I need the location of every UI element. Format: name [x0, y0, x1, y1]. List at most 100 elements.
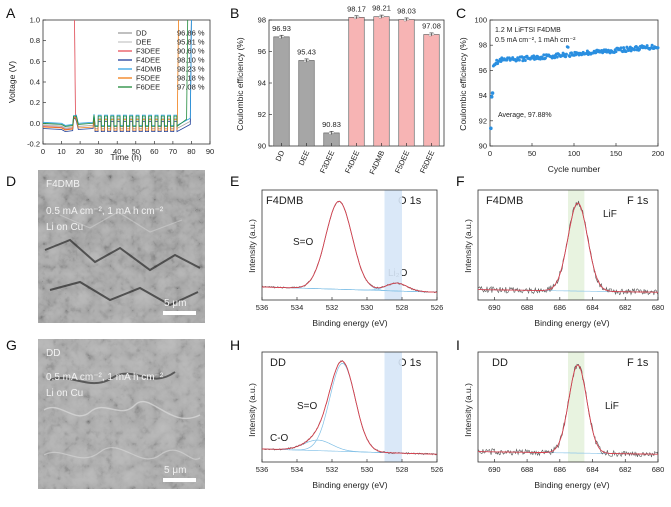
- panel-i-xtick-label: 688: [521, 465, 534, 474]
- panel-a-series-f3dee: [42, 19, 76, 130]
- panel-h-xtick-label: 526: [431, 465, 444, 474]
- panel-e-xtick-label: 528: [396, 303, 409, 312]
- panel-a-legend-value-f4dmb: 98.23 %: [177, 65, 205, 74]
- panel-b-ylabel: Coulombic efficiency (%): [235, 37, 245, 131]
- panel-a-xtick-label: 40: [113, 147, 121, 156]
- sem-g-substrate: Li on Cu: [46, 388, 83, 399]
- panel-c-ytick-label: 98: [479, 41, 487, 50]
- panel-b-value-label-f5dee: 98.03: [397, 7, 416, 16]
- panel-b-ytick-label: 92: [258, 110, 266, 119]
- panel-e-axes-frame: [261, 189, 438, 301]
- panel-c-point: [490, 91, 495, 95]
- panel-b-point: [353, 16, 357, 20]
- panel-a-xtick-label: 70: [169, 147, 177, 156]
- panel-i-sample: DD: [492, 357, 508, 369]
- panel-a-legend-name-f5dee: F5DEE: [136, 74, 160, 83]
- panel-e-raw-spectrum: [261, 200, 438, 294]
- panel-i-orbital: F 1s: [627, 357, 649, 369]
- panel-i-fit-envelope: [478, 364, 658, 455]
- panel-c-point: [645, 44, 649, 48]
- panel-a-ytick-label: 0.2: [30, 98, 40, 107]
- panel-a-series-f6dee: [42, 19, 189, 128]
- panel-g: G DD 0.5 mA cm⁻², 1 mA h cm⁻² Li on Cu 5…: [6, 337, 205, 489]
- panel-e-xtick-label: 534: [291, 303, 304, 312]
- panel-c-point: [521, 59, 525, 63]
- panel-b-ytick-label: 98: [258, 16, 266, 25]
- panel-f: F F4DMB F 1s LiF Binding energy (eV) Int…: [456, 173, 664, 328]
- panel-b-point: [403, 18, 407, 22]
- panel-a-ytick-label: 0.8: [30, 36, 40, 45]
- panel-f-xtick-label: 690: [488, 303, 501, 312]
- panel-b-bar-f4dee: [348, 17, 365, 147]
- panel-f-fit-envelope: [478, 202, 658, 293]
- panel-h-orbital: O 1s: [398, 357, 422, 369]
- sem-image-f4dmb: [38, 170, 205, 323]
- panel-b-point: [431, 32, 435, 36]
- panel-a-ytick-label: 0.0: [30, 119, 40, 128]
- panel-a-xtick-label: 60: [150, 147, 158, 156]
- panel-c-point: [594, 51, 598, 55]
- panel-f-plot: 690 688 686 684 682 680: [477, 189, 664, 312]
- panel-a: A 0 10 20 30 40 50 60 70 80 90 -0.2 0.0 0.2 0.4 0.6 0.8…: [6, 5, 214, 162]
- panel-f-sample: F4DMB: [486, 195, 523, 207]
- panel-b-point: [331, 131, 335, 134]
- panel-b-point: [378, 15, 382, 19]
- panel-a-ytick-label: 0.6: [30, 57, 40, 66]
- panel-c-point: [523, 59, 527, 62]
- panel-f-xlabel: Binding energy (eV): [534, 318, 609, 328]
- panel-label-g: G: [6, 337, 17, 353]
- panel-c-point: [534, 57, 538, 61]
- panel-a-series: [42, 19, 192, 133]
- panel-b-bar-dd: [273, 36, 290, 147]
- panel-label-c: C: [456, 5, 466, 21]
- panel-label-f: F: [456, 173, 465, 189]
- panel-b-category-f3dee: F3DEE: [318, 149, 336, 175]
- panel-a-legend-name-f3dee: F3DEE: [136, 47, 160, 56]
- panel-c-point: [489, 95, 494, 99]
- panel-i-axes-frame: [477, 351, 659, 463]
- panel-label-i: I: [456, 337, 460, 353]
- panel-a-ytick-label: 1.0: [30, 16, 40, 25]
- panel-c: C 0 50 100 150 200 90 92 94 96 98 100 1.2 M LiFTSI…: [456, 5, 664, 174]
- panel-f-highlight-band: [568, 190, 585, 300]
- panel-i-plot: 690 688 686 684 682 680: [477, 351, 664, 474]
- panel-b-category-f6dee: F6DEE: [418, 149, 436, 175]
- panel-f-peak-lif: LiF: [603, 209, 617, 220]
- panel-a-series-dee: [42, 19, 76, 128]
- sem-g-scale-label: 5 μm: [164, 465, 186, 476]
- panel-b-point: [278, 36, 282, 39]
- panel-e-component-0: [262, 200, 437, 293]
- panel-b-value-label-f4dmb: 98.21: [372, 4, 391, 13]
- panel-b-bar-f4dmb: [373, 16, 390, 147]
- panel-a-legend-name-dee: DEE: [136, 38, 151, 47]
- panel-h-peak-c-o: C-O: [270, 433, 289, 444]
- panel-c-ytick-label: 92: [479, 116, 487, 125]
- panel-c-point: [517, 58, 521, 62]
- panel-c-ytick-label: 90: [479, 142, 487, 151]
- panel-a-xtick-label: 50: [132, 147, 140, 156]
- panel-a-ytick-label: 0.4: [30, 78, 40, 87]
- panel-h-xtick-label: 532: [326, 465, 339, 474]
- panel-a-xtick-label: 80: [187, 147, 195, 156]
- panel-f-orbital: F 1s: [627, 195, 649, 207]
- panel-i-xtick-label: 686: [554, 465, 567, 474]
- panel-b-category-f5dee: F5DEE: [393, 149, 411, 175]
- panel-label-h: H: [230, 337, 240, 353]
- panel-c-point: [489, 126, 493, 131]
- panel-h-xlabel: Binding energy (eV): [312, 480, 387, 490]
- panel-b: B 90 92 94 96 98 96.93 DD 95.43 DEE 90.83 F3DEE 98…: [230, 4, 445, 176]
- panel-c-point: [633, 48, 636, 52]
- panel-i-xtick-label: 684: [586, 465, 599, 474]
- panel-b-ytick-label: 96: [258, 47, 266, 56]
- panel-f-xtick-label: 688: [521, 303, 534, 312]
- panel-c-note-average: Average, 97.88%: [498, 112, 552, 119]
- panel-e-plot: 536 534 532 530 528 526: [256, 189, 443, 312]
- sem-d-scale-bar: [163, 311, 196, 315]
- panel-c-point: [543, 56, 547, 60]
- panel-a-series-f4dmb: [42, 19, 192, 127]
- panel-e-highlight-band: [384, 190, 402, 300]
- panel-d: D F4DMB 0.5 mA cm⁻², 1 mA h cm⁻² Li on C…: [6, 170, 205, 323]
- panel-b-bars: 96.93 DD 95.43 DEE 90.83 F3DEE 98.17 F4DEE 98.21…: [272, 4, 441, 176]
- panel-a-legend-value-f5dee: 98.18 %: [177, 74, 205, 83]
